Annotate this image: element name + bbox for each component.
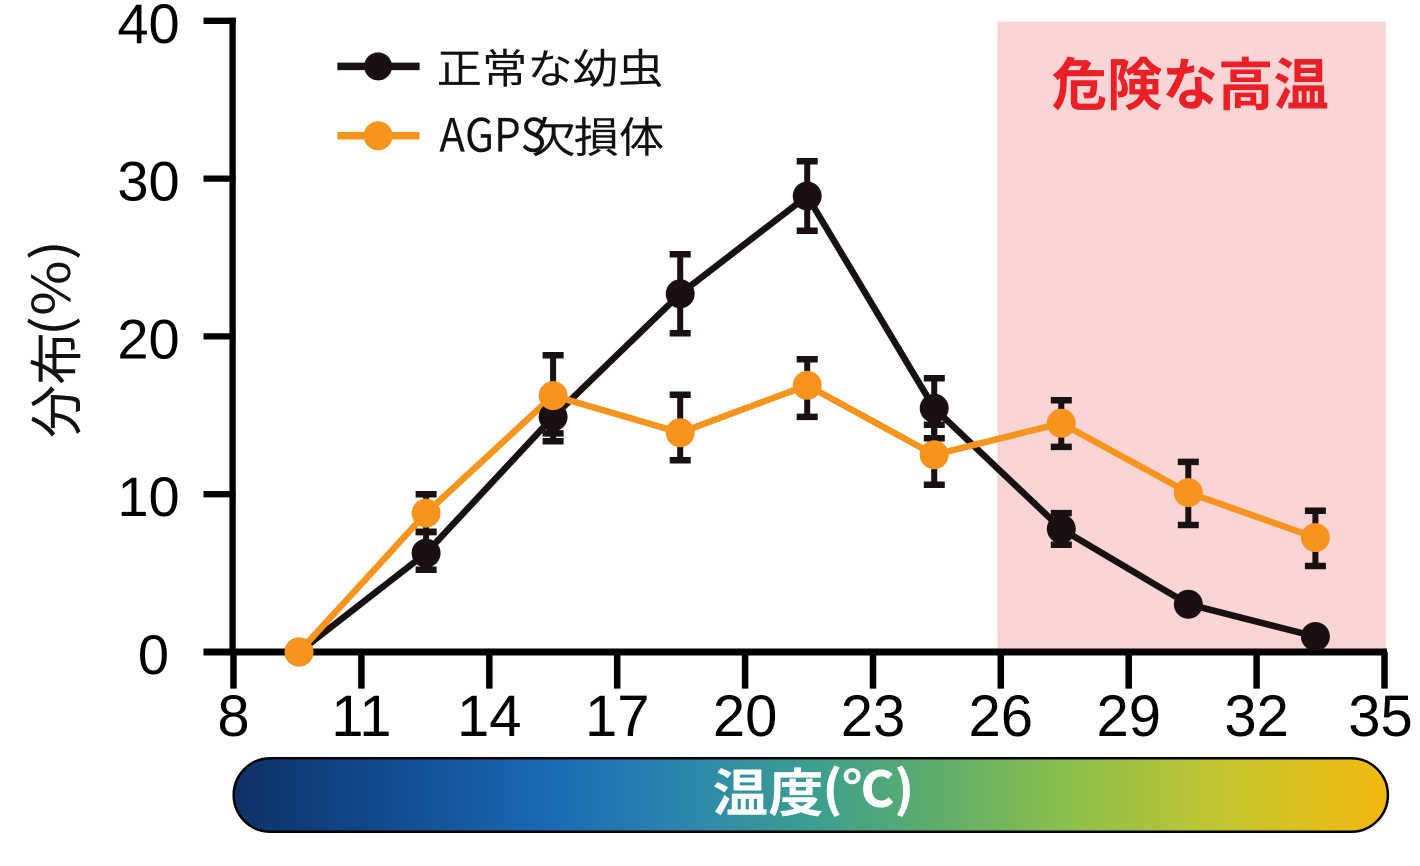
- svg-text:35: 35: [1348, 684, 1413, 749]
- svg-text:14: 14: [457, 684, 522, 749]
- svg-text:20: 20: [117, 307, 179, 370]
- svg-text:20: 20: [713, 684, 778, 749]
- svg-text:11: 11: [331, 684, 391, 749]
- svg-text:0: 0: [138, 623, 169, 686]
- svg-text:17: 17: [585, 684, 650, 749]
- svg-text:29: 29: [1096, 684, 1161, 749]
- svg-text:8: 8: [217, 684, 249, 749]
- svg-text:40: 40: [117, 0, 179, 55]
- svg-text:23: 23: [841, 684, 906, 749]
- svg-text:32: 32: [1224, 684, 1289, 749]
- svg-text:26: 26: [969, 684, 1034, 749]
- svg-text:30: 30: [117, 150, 179, 213]
- svg-text:10: 10: [117, 465, 179, 528]
